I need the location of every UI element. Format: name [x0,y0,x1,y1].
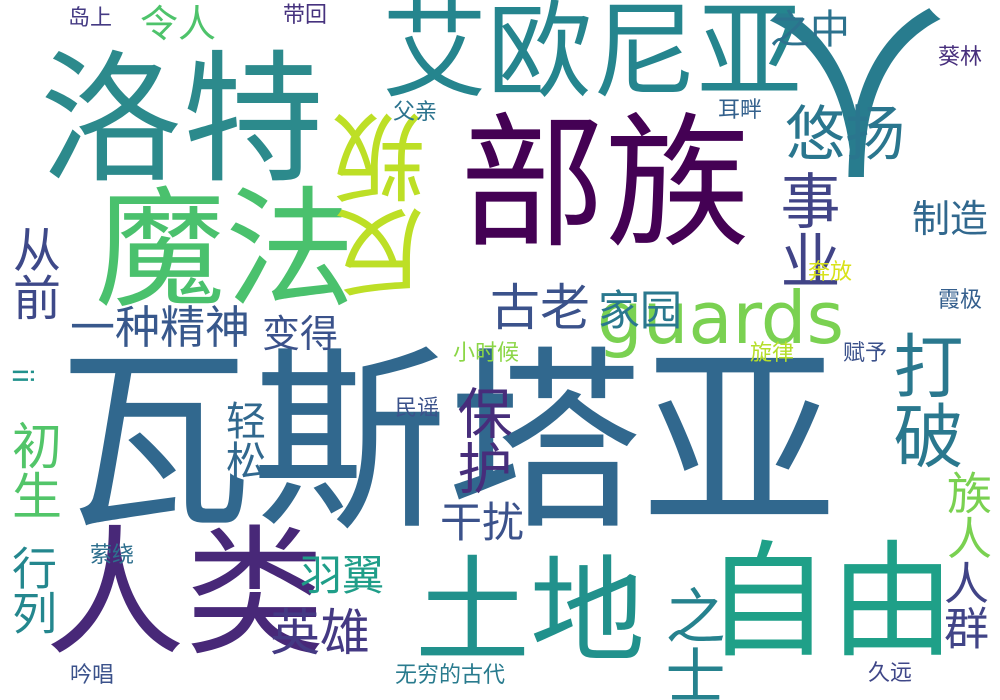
word-tudi: 土地 [415,545,646,679]
word-ii: ii [6,368,39,384]
word-fuqin: 父亲 [393,100,438,125]
word-yuyi: 羽翼 [300,551,385,600]
word-chusheng: 初生 [4,420,62,520]
word-renqun: 人群 [936,560,989,650]
word-zhishi: 之士 [655,585,725,700]
word-zuren: 族人 [939,470,992,560]
word-wuqiongdegudai: 无穷的古代 [395,663,506,688]
word-qingsong: 轻松 [219,400,265,480]
word-buzu: 部族 [460,100,750,269]
word-xiaoshihou: 小时候 [453,341,520,366]
word-daihui: 带回 [283,3,328,28]
word-shiye: 事业 [770,170,840,290]
word-aiouniya: 艾欧尼亚 [382,0,803,113]
word-zhizhong: 之中 [770,7,850,53]
word-yingxiong: 英雄 [270,604,370,662]
word-yinchang: 吟唱 [70,663,115,688]
word-xiaji: 霞极 [938,288,983,313]
word-zhizao: 制造 [912,197,989,241]
word-kuilin: 葵林 [938,45,983,70]
word-fuyu: 赋予 [843,341,888,366]
word-jiayuan: 家园 [598,286,683,335]
word-baohu: 保护 [448,385,512,495]
word-gulao: 古老 [490,279,590,337]
word-guards: guards [597,276,845,360]
word-youyang: 悠扬 [785,100,905,170]
word-congqian: 从前 [4,225,60,321]
word-dapo: 打破 [882,330,964,470]
word-xuanlv: 旋律 [750,341,795,366]
word-jiuyuan: 久远 [868,661,913,686]
word-luote: 洛特 [40,38,324,203]
word-benfang: 奔放 [808,260,853,285]
word-wasitaya: 瓦斯塔亚 [57,329,837,556]
word-ganrao: 干扰 [440,498,525,547]
word-yingrao: 萦绕 [90,543,135,568]
word-ziyou: 自由 [705,530,955,675]
word-lingren: 令人 [140,2,217,46]
word-yizhongjingshen: 一种精神 [70,301,251,354]
word-erpan: 耳畔 [718,98,763,123]
word-biande: 变得 [262,312,339,356]
word-renlei: 人类 [45,513,326,676]
word-daoshang: 岛上 [68,6,113,31]
word-minyao: 民谣 [395,396,440,421]
word-panpan: 反叛 [332,110,442,300]
word-mofa: 魔法 [95,174,356,326]
word-hanglie: 行列 [4,545,57,635]
